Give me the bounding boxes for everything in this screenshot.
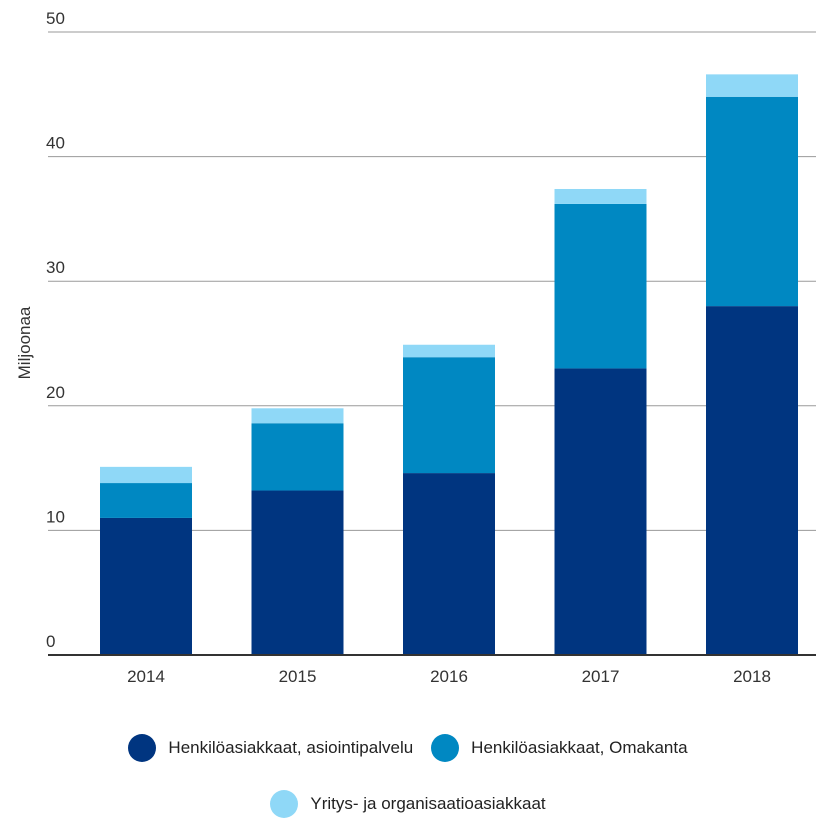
legend-swatch-asiointipalvelu [128, 734, 157, 762]
bar-2014-series-2 [100, 466, 192, 484]
x-tick-label-2015: 2015 [279, 667, 317, 686]
y-tick-label-30: 30 [46, 258, 65, 277]
bar-2015-series-1 [251, 423, 344, 491]
legend-swatch-yritys [270, 790, 299, 818]
x-tick-label-2014: 2014 [127, 667, 165, 686]
y-tick-label-50: 50 [46, 9, 65, 28]
y-tick-labels: 0 10 20 30 40 50 [46, 9, 65, 651]
bar-2015-series-2 [251, 408, 344, 424]
legend-label-yritys: Yritys- ja organisaatioasiakkaat [310, 794, 546, 813]
bar-2014-series-1 [100, 483, 192, 518]
legend-item-asiointipalvelu: Henkilöasiakkaat, asiointipalvelu [128, 734, 413, 762]
y-tick-label-20: 20 [46, 383, 65, 402]
x-tick-label-2016: 2016 [430, 667, 468, 686]
y-tick-label-40: 40 [46, 134, 65, 153]
bar-2017-series-2 [554, 188, 647, 204]
x-tick-label-2017: 2017 [582, 667, 620, 686]
bar-2016-series-2 [403, 344, 495, 358]
stacked-bar-chart: 0 10 20 30 40 50 2014 2015 2016 2017 2018 Miljoon… [15, 9, 816, 686]
bar-2017-series-0 [554, 368, 647, 655]
bar-2016-series-0 [403, 473, 495, 655]
legend-item-yritys: Yritys- ja organisaatioasiakkaat [270, 790, 546, 818]
bar-2018-series-2 [706, 74, 798, 97]
bar-2017-series-1 [554, 203, 647, 369]
bar-2015-series-0 [251, 490, 344, 655]
bar-2018-series-1 [706, 96, 798, 307]
legend-row-1: Henkilöasiakkaat, asiointipalvelu Henkil… [0, 731, 816, 765]
bar-2018-series-0 [706, 306, 798, 655]
x-tick-label-2018: 2018 [733, 667, 771, 686]
gridlines [48, 31, 816, 531]
legend-row-2: Yritys- ja organisaatioasiakkaat [0, 787, 816, 821]
bar-2014-series-0 [100, 517, 192, 655]
x-tick-labels: 2014 2015 2016 2017 2018 [127, 667, 771, 686]
legend-item-omakanta: Henkilöasiakkaat, Omakanta [431, 734, 688, 762]
legend-swatch-omakanta [431, 734, 460, 762]
y-tick-label-10: 10 [46, 507, 65, 526]
legend-label-asiointipalvelu: Henkilöasiakkaat, asiointipalvelu [168, 738, 414, 757]
y-tick-label-0: 0 [46, 632, 55, 651]
y-axis-title: Miljoonaa [15, 306, 34, 379]
legend-label-omakanta: Henkilöasiakkaat, Omakanta [471, 738, 688, 757]
bars [100, 74, 798, 655]
bar-2016-series-1 [403, 357, 495, 474]
